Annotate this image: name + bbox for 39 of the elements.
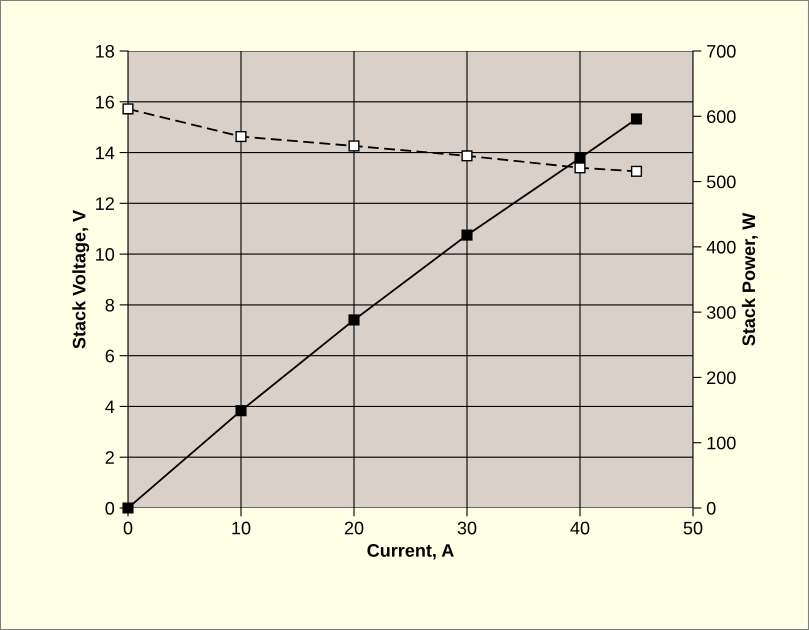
y2-tick-label: 500 bbox=[706, 176, 736, 188]
y2-tick-label: 400 bbox=[706, 240, 736, 254]
point bbox=[122, 103, 134, 114]
x-tick-label: 0 bbox=[124, 522, 132, 534]
x-tick-label: 50 bbox=[684, 522, 702, 534]
x-tick-label: 20 bbox=[344, 522, 364, 534]
point bbox=[574, 152, 586, 164]
y-tick-label: 4 bbox=[105, 400, 114, 413]
y-tick-label: 0 bbox=[105, 502, 114, 515]
y-tick-label: 6 bbox=[106, 350, 114, 362]
y-tick-label: 8 bbox=[106, 298, 114, 312]
y-tick-label: 18 bbox=[96, 44, 114, 58]
x-tick-label: 10 bbox=[232, 522, 250, 534]
point bbox=[630, 166, 642, 177]
y-tick-label: 10 bbox=[96, 248, 114, 261]
y-tick-label: 14 bbox=[96, 146, 114, 160]
y2-tick-label: 700 bbox=[707, 44, 736, 58]
y-tick-label: 2 bbox=[106, 451, 114, 464]
point bbox=[348, 314, 360, 326]
point bbox=[348, 140, 360, 152]
y2-axis-title: Stack Power, W bbox=[742, 212, 758, 346]
y2-tick-label: 300 bbox=[706, 306, 736, 319]
y2-tick-label: 0 bbox=[706, 502, 716, 515]
y-tick-label: 12 bbox=[96, 197, 114, 210]
point bbox=[235, 131, 247, 142]
y-tick-label: 16 bbox=[96, 96, 114, 108]
y2-tick-label: 600 bbox=[707, 110, 736, 124]
y2-tick-label: 200 bbox=[707, 371, 736, 384]
point bbox=[461, 230, 473, 241]
y-axis-title: Stack Voltage, V bbox=[72, 210, 90, 349]
point bbox=[122, 502, 134, 514]
point bbox=[574, 162, 586, 174]
x-tick-label: 30 bbox=[458, 522, 476, 534]
point bbox=[235, 405, 247, 416]
x-axis-title: Current, A bbox=[367, 544, 454, 560]
point bbox=[630, 113, 642, 124]
point bbox=[461, 150, 473, 162]
x-tick-label: 40 bbox=[570, 522, 590, 534]
y2-tick-label: 100 bbox=[708, 436, 736, 450]
